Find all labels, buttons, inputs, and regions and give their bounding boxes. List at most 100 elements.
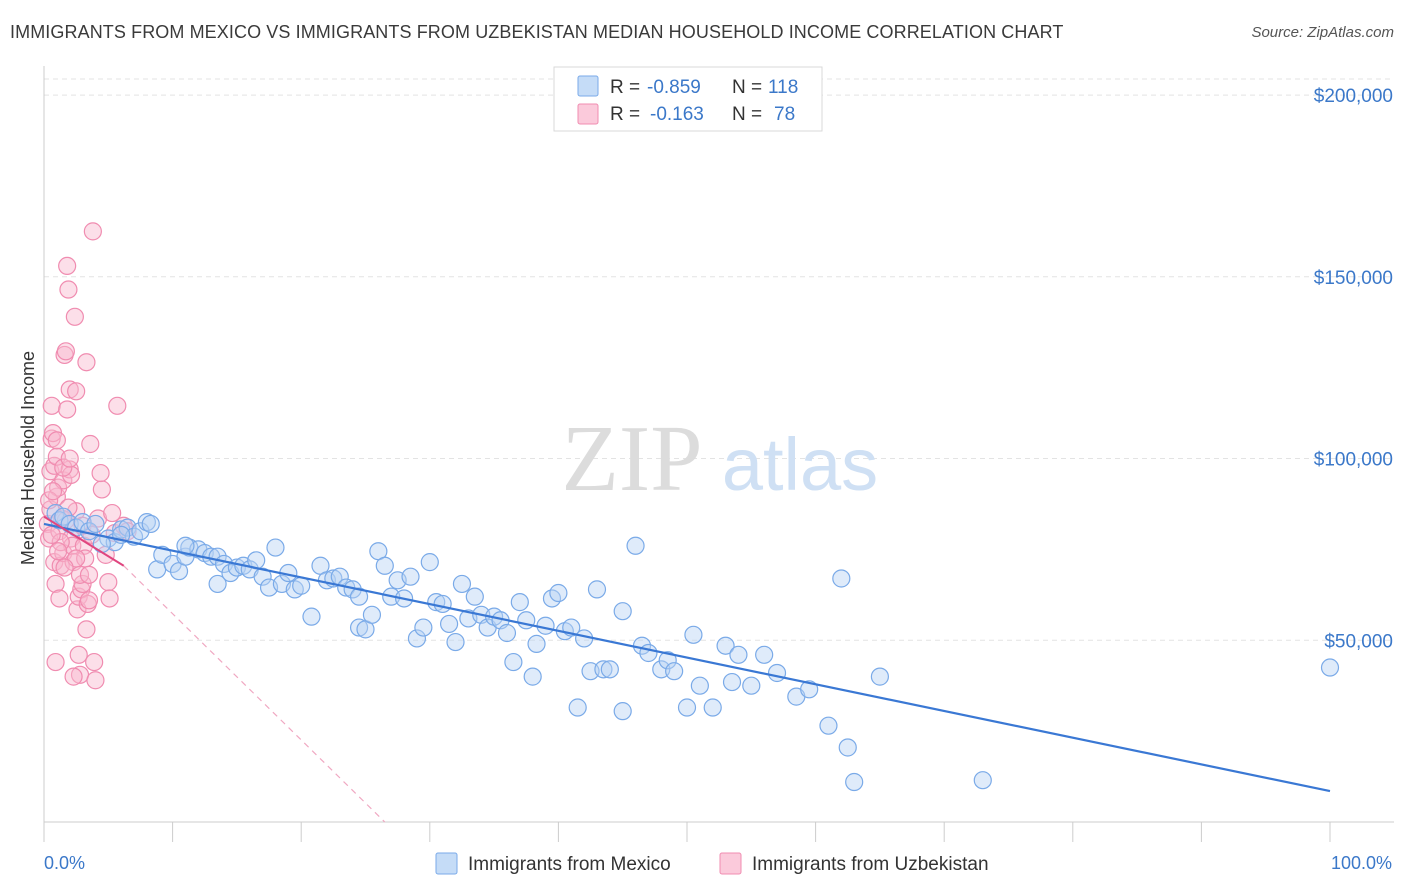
legend-label-uzbekistan: Immigrants from Uzbekistan <box>752 854 989 875</box>
uzbekistan-point <box>46 574 65 594</box>
legend-swatch-uzbekistan <box>719 852 742 875</box>
mexico-point <box>600 660 619 679</box>
uzbekistan-point <box>99 573 118 592</box>
mexico-point <box>613 702 632 721</box>
mexico-point <box>54 507 73 526</box>
uzbekistan-point <box>79 565 99 584</box>
mexico-point <box>407 629 427 648</box>
mexico-point <box>690 676 709 695</box>
mexico-point <box>497 623 517 643</box>
uzbekistan-point <box>100 589 119 608</box>
mexico-point <box>716 636 735 655</box>
mexico-point <box>253 567 272 586</box>
uzbekistan-point <box>50 589 69 608</box>
mexico-point <box>439 614 459 634</box>
uzbekistan-point <box>58 256 77 276</box>
x-tick-label-min: 0.0% <box>44 853 85 873</box>
uzbekistan-point <box>49 542 68 561</box>
stats-r-value-mexico: -0.859 <box>647 77 701 98</box>
mexico-point <box>465 587 484 606</box>
mexico-point <box>722 672 742 692</box>
mexico-point <box>510 593 529 612</box>
uzbekistan-trend-line-dashed <box>123 565 386 823</box>
uzbekistan-point <box>79 591 99 610</box>
mexico-point <box>870 667 890 686</box>
y-tick-label: $100,000 <box>1314 450 1393 471</box>
uzbekistan-point <box>91 463 110 483</box>
uzbekistan-point <box>92 480 111 499</box>
mexico-point <box>452 574 472 594</box>
mexico-point <box>527 634 546 654</box>
stats-box: R = -0.859 N = 118 R = -0.163 N = 78 <box>553 66 823 132</box>
stats-swatch-uzbekistan <box>577 103 599 125</box>
uzbekistan-point <box>83 222 102 241</box>
uzbekistan-point <box>77 353 96 372</box>
mexico-point <box>362 605 382 624</box>
mexico-point <box>800 680 819 699</box>
mexico-point <box>208 574 227 594</box>
uzbekistan-point <box>67 382 86 401</box>
uzbekistan-point <box>103 503 122 523</box>
legend: Immigrants from Mexico Immigrants from U… <box>435 852 989 875</box>
mexico-point <box>549 583 568 603</box>
mexico-point <box>414 618 433 637</box>
uzbekistan-point <box>60 449 79 468</box>
mexico-point <box>131 522 150 541</box>
mexico-point <box>832 569 851 588</box>
uzbekistan-trend-line <box>43 515 125 567</box>
mexico-point <box>639 643 658 663</box>
uzbekistan-point <box>81 434 100 454</box>
uzbekistan-point <box>77 620 96 639</box>
axes <box>43 66 1394 842</box>
mexico-point <box>375 556 394 575</box>
mexico-point <box>658 651 677 670</box>
mexico-point <box>838 738 857 757</box>
stats-n-label-mexico: N = <box>732 77 762 98</box>
uzbekistan-point <box>58 400 77 419</box>
mexico-point <box>153 545 172 564</box>
mexico-point <box>1320 658 1340 677</box>
watermark-atlas: atlas <box>722 423 878 506</box>
mexico-point <box>845 772 864 792</box>
mexico-point <box>729 645 748 664</box>
mexico-point <box>973 771 992 790</box>
stats-n-label-uzbekistan: N = <box>732 104 762 125</box>
uzbekistan-point <box>55 558 74 577</box>
uzbekistan-point <box>108 396 127 415</box>
uzbekistan-point <box>56 342 75 361</box>
x-tick-label-max: 100.0% <box>1331 853 1392 873</box>
uzbekistan-point <box>85 652 104 672</box>
stats-n-value-uzbekistan: 78 <box>774 104 795 125</box>
mexico-point <box>568 698 587 717</box>
uzbekistan-point <box>54 458 73 477</box>
mexico-point <box>626 536 645 555</box>
mexico-point <box>266 538 285 557</box>
mexico-point <box>665 662 684 681</box>
uzbekistan-point <box>60 380 79 399</box>
mexico-point <box>401 567 420 586</box>
y-tick-labels: $50,000 $100,000 $150,000 $200,000 <box>1314 86 1393 652</box>
uzbekistan-point <box>69 645 88 664</box>
mexico-point <box>536 616 555 635</box>
uzbekistan-points <box>38 222 137 690</box>
mexico-point <box>86 514 105 534</box>
y-tick-label: $200,000 <box>1314 86 1393 107</box>
mexico-point <box>420 553 439 572</box>
stats-r-label-uzbekistan: R = <box>610 104 640 125</box>
y-tick-label: $50,000 <box>1324 631 1393 652</box>
source-label: Source: ZipAtlas.com <box>1251 24 1394 41</box>
mexico-point <box>613 602 632 621</box>
grid <box>44 78 1394 641</box>
mexico-points <box>46 503 1340 792</box>
mexico-point <box>302 607 321 626</box>
watermark-zip: ZIP <box>562 407 703 511</box>
mexico-point <box>684 625 703 644</box>
uzbekistan-point <box>59 280 78 299</box>
legend-swatch-mexico <box>435 852 458 875</box>
mexico-trend-line <box>43 522 1331 793</box>
mexico-point <box>446 632 465 652</box>
uzbekistan-point <box>47 431 66 450</box>
uzbekistan-point <box>65 307 84 326</box>
mexico-point <box>349 618 369 637</box>
